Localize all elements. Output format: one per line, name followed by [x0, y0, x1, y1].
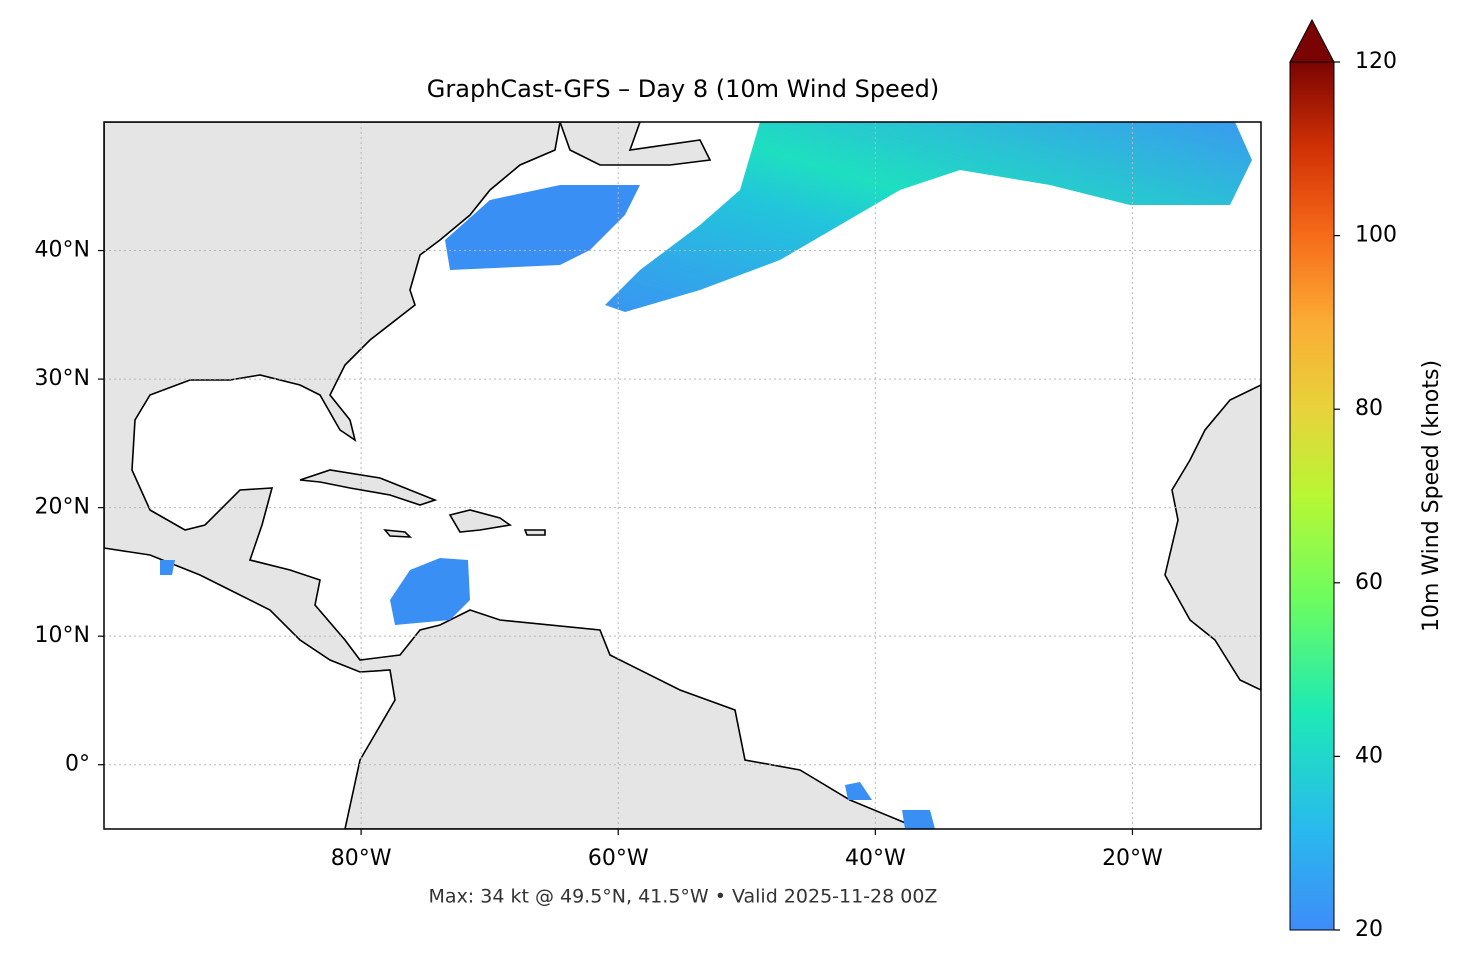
colorbar-tick-label: 20 — [1355, 917, 1383, 942]
wind-area — [390, 558, 470, 625]
x-tick-label: 20°W — [1102, 846, 1163, 871]
colorbar-tick-label: 120 — [1355, 49, 1397, 74]
land — [383, 529, 546, 538]
x-tick-label: 80°W — [331, 846, 392, 871]
colorbar-tick-label: 80 — [1355, 396, 1383, 421]
y-tick-label: 0° — [65, 752, 90, 777]
y-tick-label: 30°N — [35, 366, 90, 391]
y-tick-label: 10°N — [35, 623, 90, 648]
land — [104, 122, 921, 829]
x-tick-label: 40°W — [845, 846, 906, 871]
colorbar — [1289, 61, 1335, 931]
chart-title: GraphCast-GFS – Day 8 (10m Wind Speed) — [427, 75, 939, 103]
map — [104, 122, 1261, 829]
colorbar-extend — [1289, 18, 1335, 63]
land — [1164, 384, 1261, 691]
y-tick-label: 40°N — [35, 238, 90, 263]
colorbar-tick-label: 60 — [1355, 570, 1383, 595]
land — [448, 509, 513, 533]
footnote: Max: 34 kt @ 49.5°N, 41.5°W • Valid 2025… — [429, 886, 938, 908]
land — [559, 122, 712, 166]
colorbar-tick-label: 40 — [1355, 743, 1383, 768]
wind-area — [445, 185, 640, 270]
y-tick-label: 20°N — [35, 495, 90, 520]
land — [299, 469, 438, 506]
map-frame — [103, 121, 1262, 830]
colorbar-tick-label: 100 — [1355, 223, 1397, 248]
x-tick-label: 60°W — [588, 846, 649, 871]
colorbar-label: 10m Wind Speed (knots) — [1419, 360, 1444, 632]
wind-area — [605, 122, 1252, 312]
